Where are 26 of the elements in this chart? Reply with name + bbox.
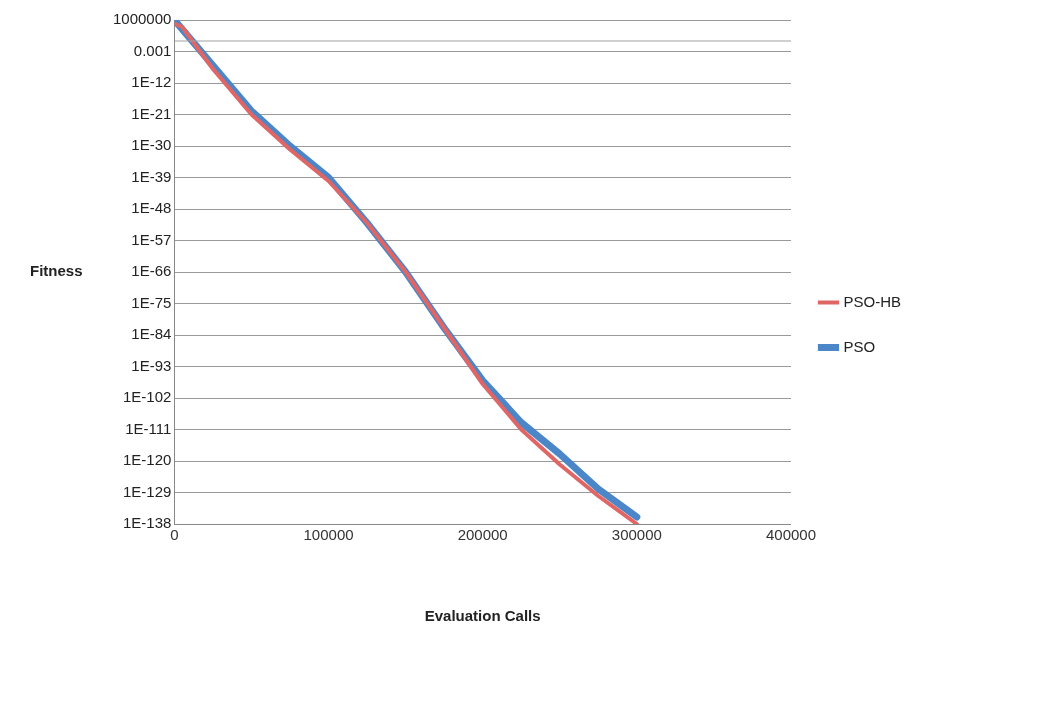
y-tick-label: 1E-93 <box>131 356 172 374</box>
legend-label: PSO-HB <box>843 292 902 310</box>
y-tick-label: 1E-66 <box>131 262 172 280</box>
y-tick-label: 1E-138 <box>123 514 172 532</box>
x-tick-label: 200000 <box>457 526 508 544</box>
x-tick-label: 400000 <box>765 526 817 544</box>
y-tick-label: 1E-111 <box>125 419 172 437</box>
y-tick-label: 1E-75 <box>131 293 172 311</box>
x-tick-label: 100000 <box>303 526 354 544</box>
y-tick-label: 1E-21 <box>131 104 172 122</box>
y-axis-title: Fitness <box>30 262 83 280</box>
y-tick-label: 1E-84 <box>131 325 172 343</box>
legend-label: PSO <box>843 337 876 355</box>
y-tick-label: 1000000 <box>112 10 172 28</box>
x-tick-label: 0 <box>170 526 179 544</box>
y-tick-label: 0.001 <box>133 41 172 59</box>
y-tick-label: 1E-12 <box>131 73 172 91</box>
y-tick-label: 1E-48 <box>131 199 172 217</box>
x-axis-title: Evaluation Calls <box>424 607 541 625</box>
x-tick-label: 300000 <box>611 526 662 544</box>
y-tick-label: 1E-39 <box>131 167 172 185</box>
y-tick-label: 1E-57 <box>131 230 172 248</box>
y-tick-label: 1E-102 <box>123 388 172 406</box>
y-tick-label: 1E-30 <box>131 136 172 154</box>
y-tick-label: 1E-120 <box>123 451 172 469</box>
y-tick-label: 1E-129 <box>123 482 172 500</box>
